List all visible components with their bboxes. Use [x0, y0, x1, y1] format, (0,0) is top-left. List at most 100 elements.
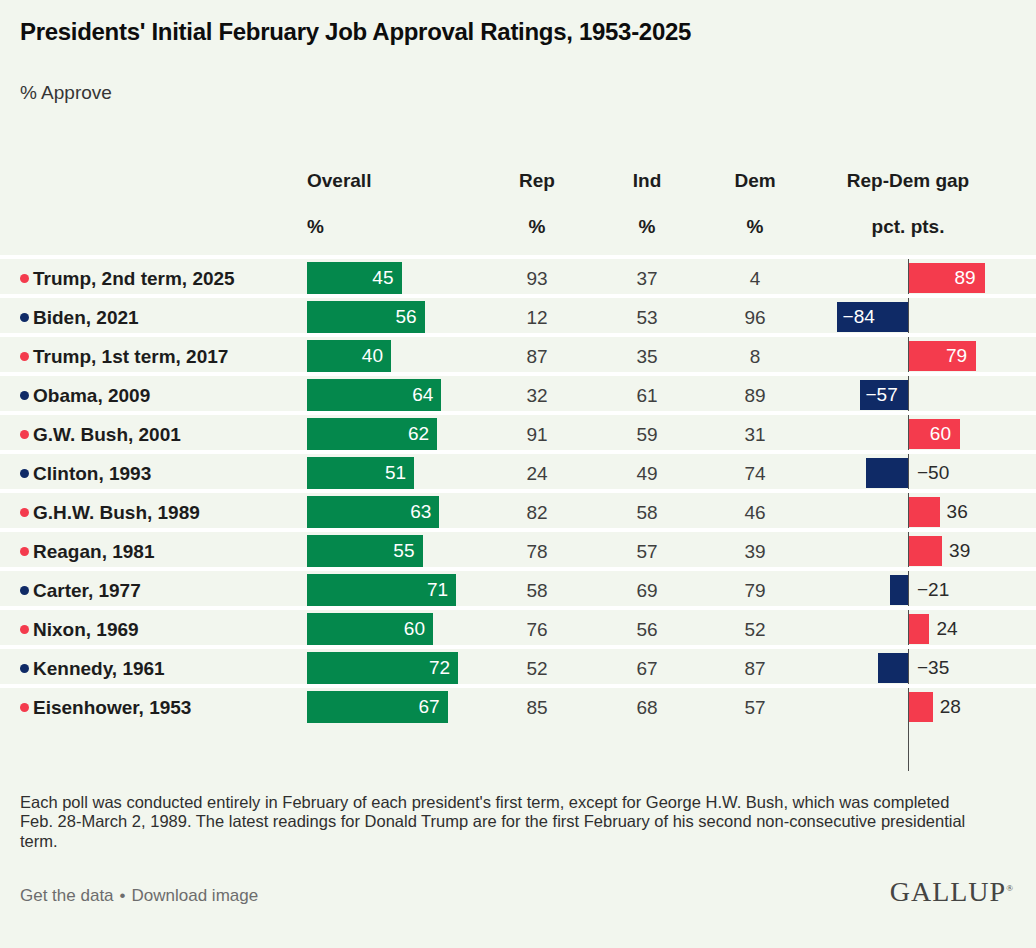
gap-bar: [909, 497, 940, 527]
table-row: Clinton, 1993 51 24 49 74 −50: [0, 450, 1036, 489]
gap-value: −57: [866, 380, 898, 410]
ind-value: 59: [617, 415, 677, 454]
ind-value: 67: [617, 649, 677, 688]
party-dot: [20, 430, 29, 439]
footer-separator: •: [120, 886, 126, 905]
ind-value: 53: [617, 298, 677, 337]
gallup-logo: GALLUP®: [890, 876, 1014, 908]
dem-value: 31: [725, 415, 785, 454]
gap-bar: [866, 458, 909, 488]
gap-value: −84: [843, 302, 875, 332]
overall-approval-bar: 60: [307, 613, 433, 645]
party-dot: [20, 586, 29, 595]
rep-value: 52: [507, 649, 567, 688]
party-dot: [20, 703, 29, 712]
president-label: Obama, 2009: [33, 376, 150, 415]
gap-value: 24: [936, 614, 957, 644]
gap-value: 28: [940, 692, 961, 722]
president-label: Carter, 1977: [33, 571, 141, 610]
table-row: G.H.W. Bush, 1989 63 82 58 46 36: [0, 489, 1036, 528]
gap-bar: [909, 692, 933, 722]
ind-value: 56: [617, 610, 677, 649]
column-unit-gap: pct. pts.: [828, 216, 988, 238]
dem-value: 57: [725, 688, 785, 727]
dem-value: 74: [725, 454, 785, 493]
column-header-gap: Rep-Dem gap: [828, 170, 988, 192]
party-dot: [20, 313, 29, 322]
dem-value: 96: [725, 298, 785, 337]
rep-value: 91: [507, 415, 567, 454]
get-the-data-link[interactable]: Get the data: [20, 886, 114, 905]
ind-value: 49: [617, 454, 677, 493]
overall-value: 51: [385, 457, 406, 489]
table-row: Trump, 1st term, 2017 40 87 35 8 79: [0, 333, 1036, 372]
president-label: Reagan, 1981: [33, 532, 154, 571]
gap-bar: [890, 575, 908, 605]
rep-value: 12: [507, 298, 567, 337]
table-row: Obama, 2009 64 32 61 89 −57: [0, 372, 1036, 411]
gap-value: −21: [917, 575, 949, 605]
chart-subtitle: % Approve: [20, 82, 112, 104]
page-title: Presidents' Initial February Job Approva…: [20, 18, 691, 46]
overall-approval-bar: 63: [307, 496, 439, 528]
dem-value: 39: [725, 532, 785, 571]
party-dot: [20, 391, 29, 400]
president-label: Clinton, 1993: [33, 454, 151, 493]
overall-approval-bar: 67: [307, 691, 448, 723]
column-header-ind: Ind: [587, 170, 707, 192]
overall-approval-bar: 56: [307, 301, 425, 333]
president-label: Trump, 2nd term, 2025: [33, 259, 235, 298]
rep-value: 58: [507, 571, 567, 610]
table-row: G.W. Bush, 2001 62 91 59 31 60: [0, 411, 1036, 450]
dem-value: 8: [725, 337, 785, 376]
table-row: Carter, 1977 71 58 69 79 −21: [0, 567, 1036, 606]
gallup-wordmark: GALLUP: [890, 876, 1006, 907]
president-label: Eisenhower, 1953: [33, 688, 191, 727]
overall-value: 55: [393, 535, 414, 567]
rep-value: 85: [507, 688, 567, 727]
dem-value: 79: [725, 571, 785, 610]
gap-value: 79: [909, 341, 967, 371]
download-image-link[interactable]: Download image: [132, 886, 259, 905]
column-unit-overall: %: [307, 216, 467, 238]
overall-approval-bar: 71: [307, 574, 456, 606]
gap-value: 39: [949, 536, 970, 566]
president-label: G.H.W. Bush, 1989: [33, 493, 200, 532]
ind-value: 69: [617, 571, 677, 610]
president-label: Nixon, 1969: [33, 610, 139, 649]
overall-approval-bar: 72: [307, 652, 458, 684]
overall-approval-bar: 55: [307, 535, 423, 567]
party-dot: [20, 508, 29, 517]
column-unit-ind: %: [587, 216, 707, 238]
overall-value: 62: [408, 418, 429, 450]
ind-value: 57: [617, 532, 677, 571]
gap-bar: [909, 536, 942, 566]
dem-value: 52: [725, 610, 785, 649]
column-header-dem: Dem: [695, 170, 815, 192]
overall-value: 64: [412, 379, 433, 411]
dem-value: 89: [725, 376, 785, 415]
gap-value: 89: [909, 263, 976, 293]
ind-value: 58: [617, 493, 677, 532]
gap-value: −50: [917, 458, 949, 488]
overall-approval-bar: 62: [307, 418, 437, 450]
overall-value: 40: [362, 340, 383, 372]
ind-value: 68: [617, 688, 677, 727]
party-dot: [20, 469, 29, 478]
gallup-approval-chart: Presidents' Initial February Job Approva…: [0, 0, 1036, 948]
column-header-overall: Overall: [307, 170, 467, 192]
ind-value: 61: [617, 376, 677, 415]
party-dot: [20, 625, 29, 634]
overall-value: 60: [404, 613, 425, 645]
dem-value: 4: [725, 259, 785, 298]
party-dot: [20, 352, 29, 361]
rep-value: 87: [507, 337, 567, 376]
rep-value: 82: [507, 493, 567, 532]
rep-value: 76: [507, 610, 567, 649]
footer-links: Get the data • Download image: [20, 886, 258, 906]
president-label: Trump, 1st term, 2017: [33, 337, 228, 376]
gap-value: 60: [909, 419, 951, 449]
rep-value: 93: [507, 259, 567, 298]
overall-value: 56: [395, 301, 416, 333]
president-label: Biden, 2021: [33, 298, 139, 337]
